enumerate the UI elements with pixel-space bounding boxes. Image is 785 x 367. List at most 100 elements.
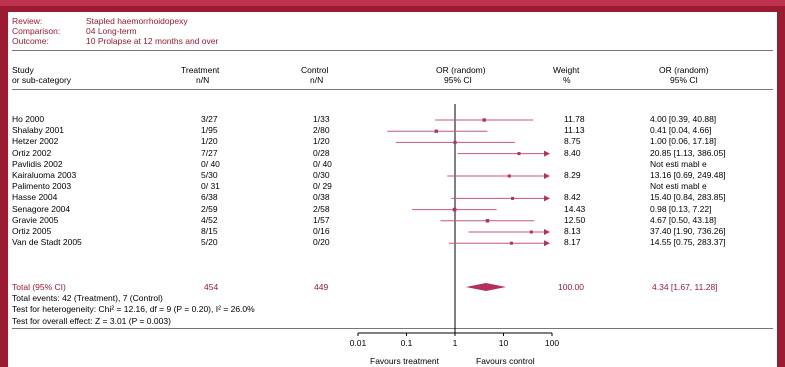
pooled-effect-diamond [465,283,507,291]
comparison-label: Comparison: [12,26,61,36]
study-weight: 8.42 [564,192,581,203]
study-ci-arrow [544,240,550,247]
study-treatment-count: 5/30 [201,170,218,180]
study-weight: 8.40 [564,147,581,158]
study-effect-marker [511,196,515,200]
study-or-ci-text: 20.85 [1.13, 386.05] [650,147,726,158]
study-treatment-count: 5/20 [201,237,218,248]
study-treatment-count: 1/20 [201,136,218,147]
total-weight: 100.00 [558,282,584,292]
study-ci-arrow [544,173,550,179]
review-value: Stapled haemorrhoidopexy [86,16,188,26]
comparison-value: 04 Long-term [86,26,137,36]
header-rule [12,50,773,51]
study-or-ci-text: 4.67 [0.50, 43.18] [650,214,717,225]
col-control-header: Control [301,65,329,75]
study-control-count: 0/ 40 [313,158,332,169]
study-or-ci-text: 15.40 [0.84, 283.85] [650,192,726,203]
total-control-count: 449 [314,282,329,292]
study-weight: 11.13 [564,125,585,136]
footer-rule [12,328,773,329]
study-weight: 8.17 [564,237,581,248]
study-control-count: 1/20 [313,136,330,147]
study-weight: 11.78 [564,114,585,124]
study-weight: 12.50 [564,214,586,225]
study-name: Kairaluoma 2003 [12,170,77,180]
study-effect-marker [529,230,533,234]
col-or-plot-subheader: 95% CI [444,75,472,85]
total-treatment-count: 454 [204,282,219,292]
study-name: Palimento 2003 [12,181,72,192]
study-treatment-count: 0/ 40 [201,158,220,169]
study-or-ci-text: 0.41 [0.04, 4.66] [650,125,712,136]
col-treatment-subheader: n/N [196,75,210,85]
col-or-text-header: OR (random) [659,65,709,75]
col-or-text-subheader: 95% CI [670,75,698,85]
study-weight: 8.13 [564,226,581,236]
col-weight-subheader: % [563,75,571,85]
top-banner-strip [0,0,785,6]
col-study-header: Study [12,65,34,75]
study-control-count: 0/16 [313,226,330,236]
favours-control-label: Favours control [476,356,535,366]
study-effect-marker [507,174,511,178]
study-or-ci-text: 37.40 [1.90, 736.26] [650,226,726,236]
col-or-plot-header: OR (random) [436,65,486,75]
study-control-count: 1/33 [313,114,330,124]
x-axis-tick-label: 0.01 [349,338,367,348]
study-effect-marker [452,207,457,212]
col-treatment-header: Treatment [181,65,220,75]
study-name: Ortiz 2002 [12,147,52,158]
study-control-count: 2/80 [313,125,330,136]
favours-treatment-label: Favours treatment [370,356,439,366]
study-effect-marker [482,118,486,122]
study-treatment-count: 2/59 [201,203,218,214]
col-study-subheader: or sub-category [12,75,72,85]
study-or-ci-text: Not esti mabl e [650,158,707,169]
study-weight: 8.75 [564,136,581,147]
footnote-overall-effect: Test for overall effect: Z = 3.01 (P = 0… [12,316,171,326]
study-control-count: 1/57 [313,214,330,225]
forest-plot-panel: Review: Stapled haemorrhoidopexy Compari… [8,12,777,367]
study-treatment-count: 7/27 [201,147,218,158]
outcome-label: Outcome: [12,36,49,46]
x-axis-tick-label: 0.1 [400,338,413,348]
footnote-events: Total events: 42 (Treatment), 7 (Control… [12,293,163,303]
study-effect-marker [509,241,513,245]
study-control-count: 0/28 [313,147,330,158]
study-name: Gravie 2005 [12,214,59,225]
review-label: Review: [12,16,43,26]
study-control-count: 0/38 [313,192,330,203]
study-control-count: 0/30 [313,170,330,180]
study-control-count: 0/20 [313,237,330,248]
study-name: Hetzer 2002 [12,136,59,147]
study-or-ci-text: 13.16 [0.69, 249.48] [650,170,726,180]
study-or-ci-text: 1.00 [0.06, 17.18] [650,136,717,147]
study-or-ci-text: 14.55 [0.75, 283.37] [650,237,726,248]
study-effect-marker [485,219,490,223]
study-or-ci-text: Not esti mabl e [650,181,707,192]
study-effect-marker [434,129,438,133]
study-treatment-count: 8/15 [201,226,218,236]
x-axis-tick-label: 10 [498,338,509,348]
study-name: Ortiz 2005 [12,226,52,236]
study-ci-arrow [544,150,550,157]
study-name: Shalaby 2001 [12,125,64,136]
study-treatment-count: 4/52 [201,214,218,225]
study-ci-arrow [544,229,550,235]
study-or-ci-text: 4.00 [0.39, 40.88] [650,114,717,124]
study-name: Van de Stadt 2005 [12,237,82,248]
total-or-ci-text: 4.34 [1.67, 11.28] [652,282,718,292]
study-ci-arrow [544,195,550,202]
col-weight-header: Weight [553,65,580,75]
study-treatment-count: 3/27 [201,114,218,124]
study-name: Ho 2000 [12,114,45,124]
outcome-value: 10 Prolapse at 12 months and over [86,36,219,46]
study-effect-marker [517,152,521,156]
study-control-count: 2/58 [313,203,330,214]
forest-plot-graphic [357,104,553,336]
study-effect-marker [453,140,457,144]
x-axis-tick-label: 100 [544,338,560,348]
study-name: Pavlidis 2002 [12,158,63,169]
study-treatment-count: 0/ 31 [201,181,220,192]
